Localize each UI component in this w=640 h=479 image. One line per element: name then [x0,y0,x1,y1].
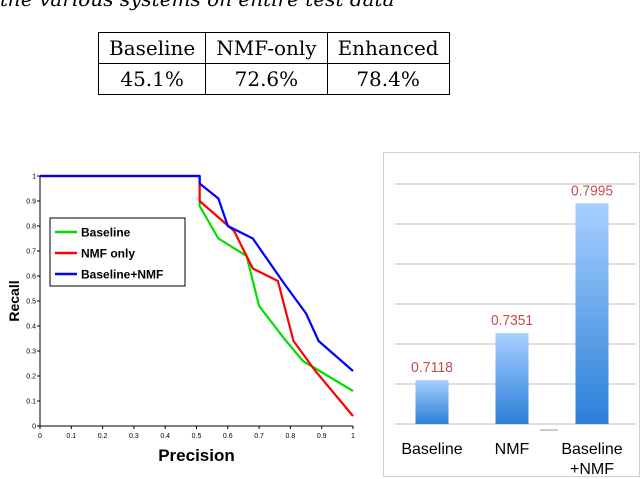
y-tick-label: 0.9 [26,199,36,206]
header-cell: Enhanced [326,32,450,64]
value-cell: 78.4% [326,63,450,95]
x-tick-label: 0.3 [129,433,139,440]
bar-value-label: 0.7118 [411,359,453,376]
x-axis-title: Precision [158,446,235,465]
bar-value-label: 0.7351 [491,312,533,329]
x-tick-label: 0.5 [192,433,202,440]
y-tick-label: 0 [32,424,36,431]
y-tick-label: 0.1 [26,399,36,406]
value-cell: 72.6% [205,63,328,95]
header-cell: Baseline [97,32,207,64]
y-tick-label: 0.6 [26,274,36,281]
results-table: Baseline NMF-only Enhanced 45.1% 72.6% 7… [97,32,450,95]
bar [575,203,609,424]
x-category-label: Baseline [401,441,462,458]
legend-label: NMF only [81,247,135,261]
value-cell: 45.1% [97,63,207,95]
y-tick-label: 0.5 [26,299,36,306]
series-line-nmf-only [40,174,354,417]
x-tick-label: 0.9 [317,433,327,440]
y-tick-label: 0.4 [26,324,36,331]
y-tick-label: 0.7 [26,249,36,256]
x-tick-label: 0.4 [160,433,170,440]
x-tick-label: 0.6 [223,433,233,440]
table-header-row: Baseline NMF-only Enhanced [97,32,450,64]
x-tick-label: 0 [38,433,42,440]
x-tick-label: 0.1 [66,433,76,440]
bar [415,380,449,424]
series-line-baseline-nmf [40,174,354,372]
x-tick-label: 0.2 [98,433,108,440]
score-bar-chart: 0.7118 Baseline 0.7351 NMF 0.7995 Baseline +NM… [383,152,640,477]
precision-recall-chart: 0 0.1 0.2 0.3 0.4 0.5 0.6 0.7 0.8 0.9 1 0 0.1 0.2 0.3 0… [6,174,355,466]
x-tick-label: 0.7 [254,433,264,440]
x-tick-label: 0.8 [286,433,296,440]
table-row: 45.1% 72.6% 78.4% [97,63,450,95]
legend-label: Baseline+NMF [81,268,163,282]
x-tick-label: 1 [351,433,355,440]
y-tick-label: 1 [32,174,36,181]
table-caption: the various systems on entire test data [0,0,395,11]
bar [495,333,529,424]
y-tick-label: 0.3 [26,349,36,356]
bar-value-label: 0.7995 [571,182,613,199]
y-tick-label: 0.2 [26,374,36,381]
legend-label: Baseline [81,226,131,240]
y-axis-title: Recall [6,280,22,321]
x-category-label: Baseline [561,441,622,458]
header-cell: NMF-only [205,32,328,64]
y-tick-label: 0.8 [26,224,36,231]
x-category-label: +NMF [570,461,614,477]
x-category-label: NMF [495,441,530,458]
